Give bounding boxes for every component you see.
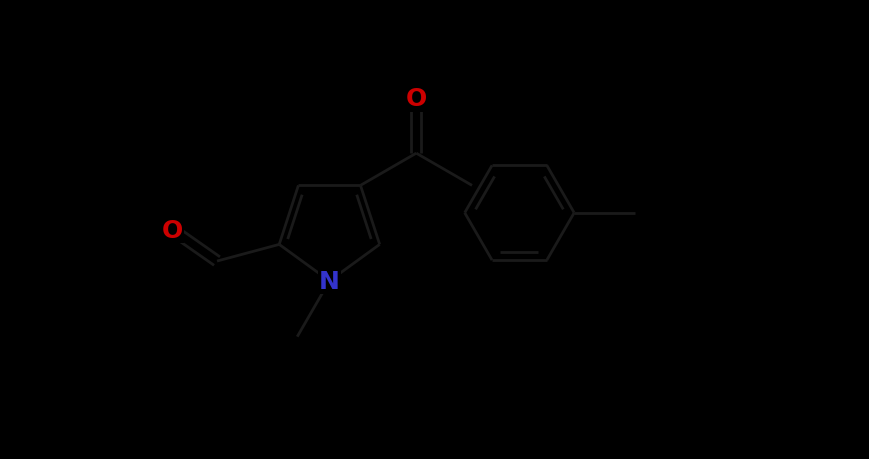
Text: N: N	[319, 269, 340, 293]
Text: O: O	[162, 218, 182, 242]
Text: O: O	[406, 87, 427, 111]
